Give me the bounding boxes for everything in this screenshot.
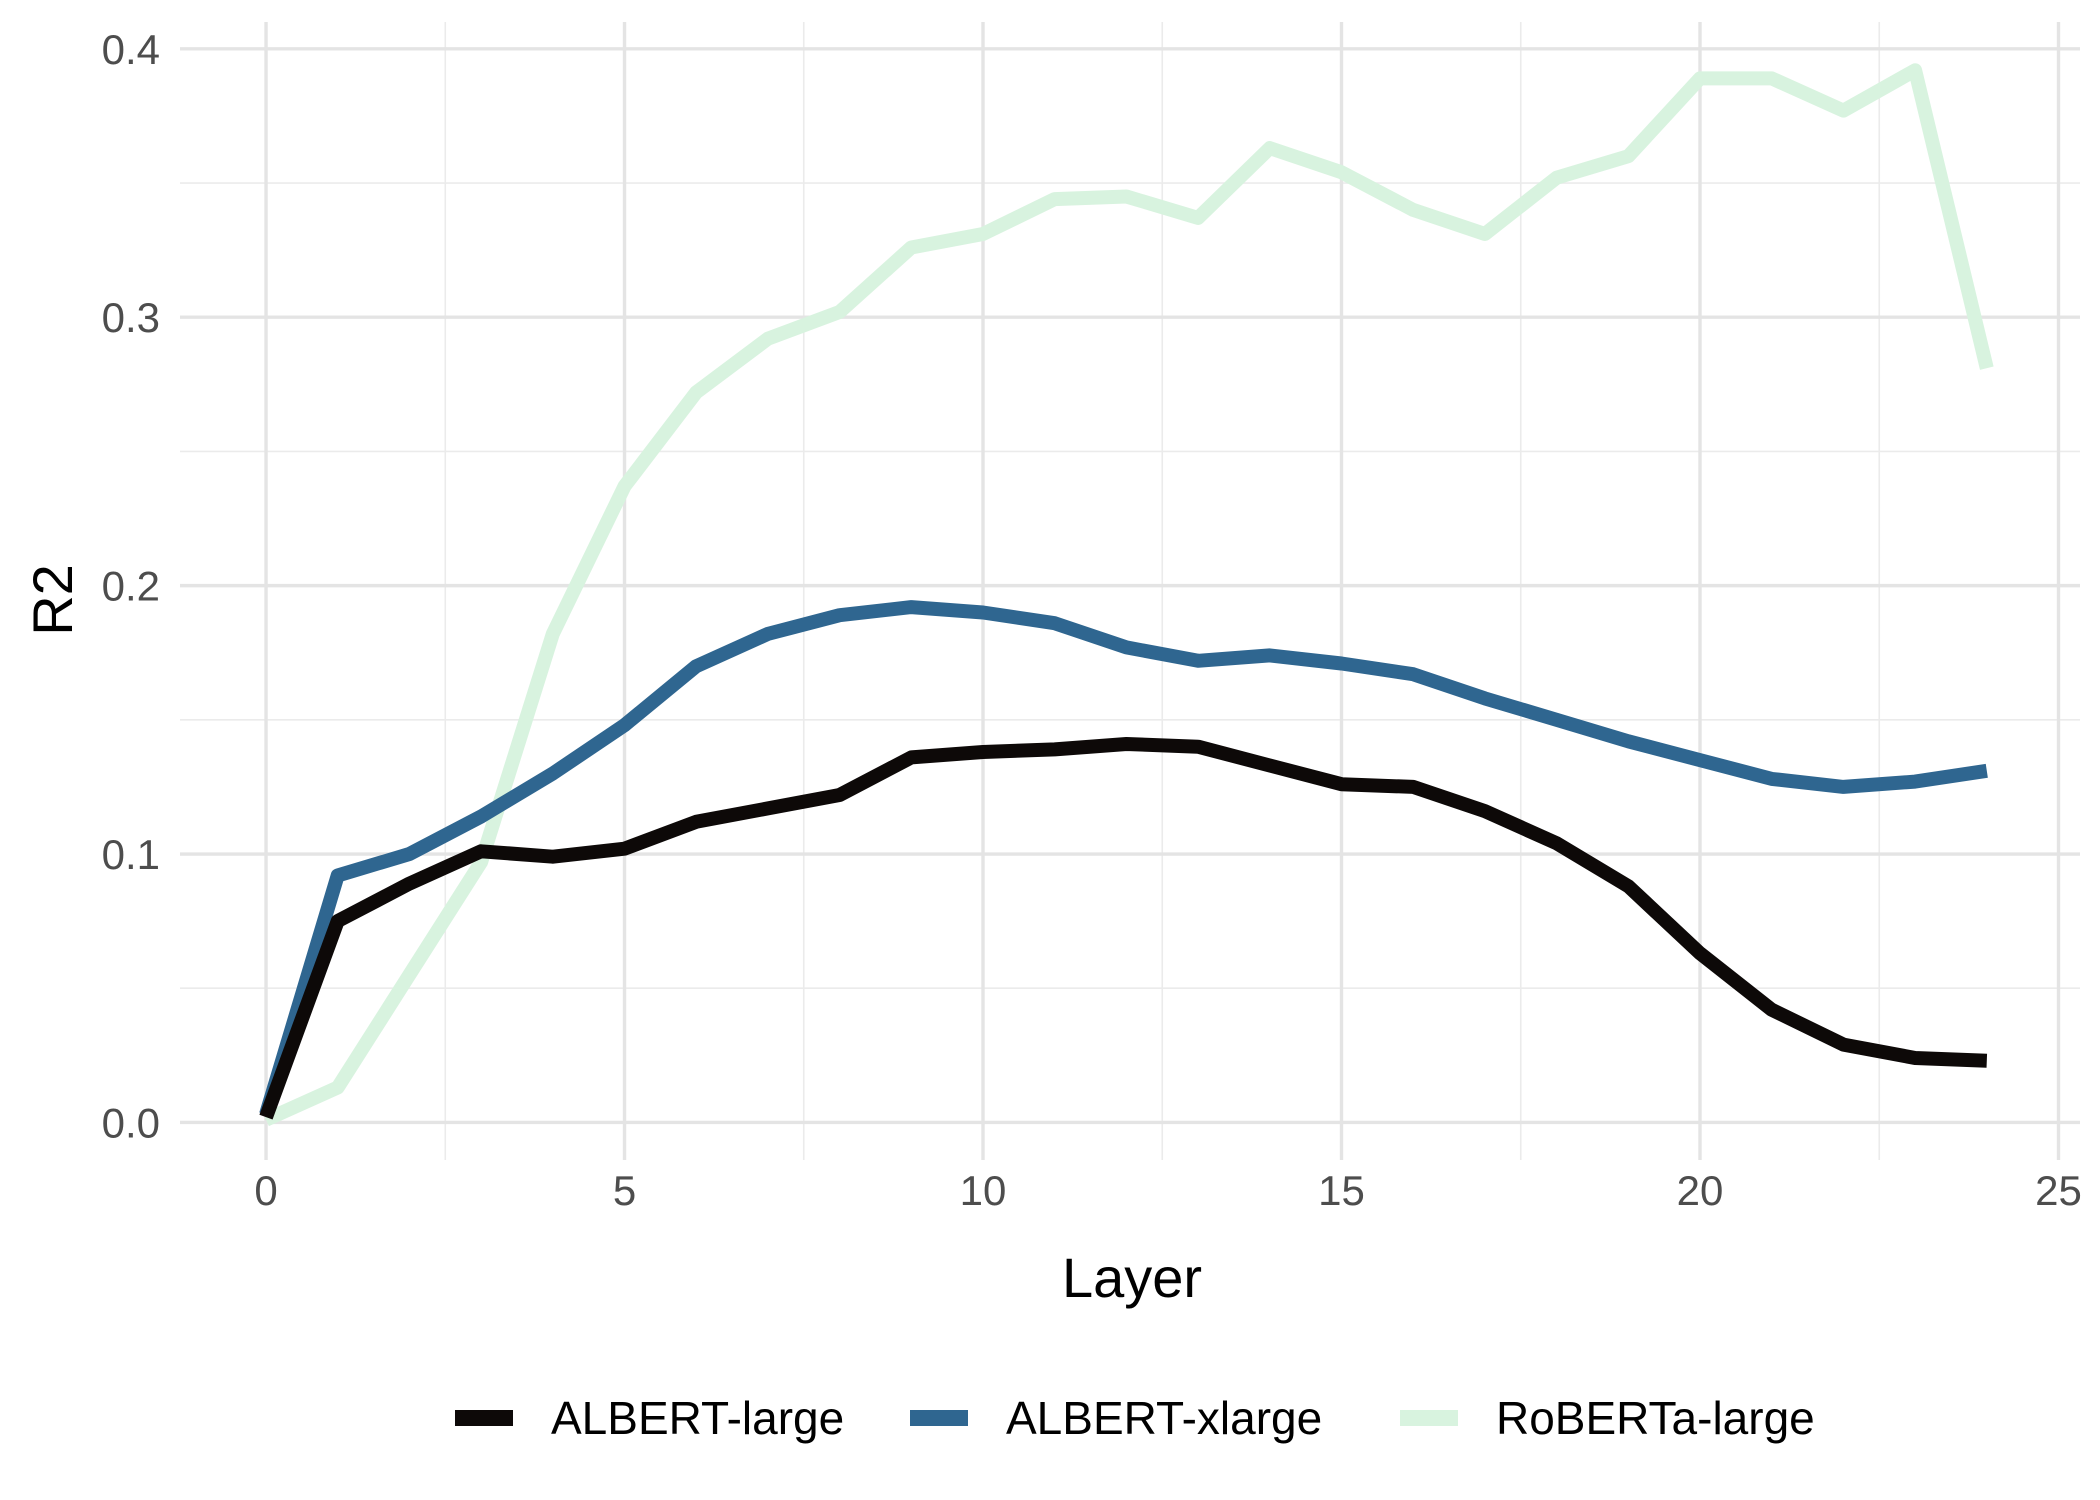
y-tick-label: 0.1: [102, 831, 160, 878]
series-line-albert-xlarge: [259, 600, 1988, 1117]
series-line-albert-large: [259, 737, 1988, 1120]
legend-label-roberta-large: RoBERTa-large: [1496, 1392, 1815, 1444]
y-tick-label: 0.0: [102, 1099, 160, 1146]
x-tick-label: 25: [2035, 1167, 2082, 1214]
series-line-roberta-large: [263, 63, 1994, 1127]
y-axis-tick-labels: 0.0 0.1 0.2 0.3 0.4: [102, 26, 160, 1147]
major-gridlines: [180, 22, 2080, 1160]
series-lines: [259, 63, 1994, 1127]
y-axis-title: R2: [21, 564, 84, 636]
x-tick-label: 20: [1677, 1167, 1724, 1214]
x-axis-tick-labels: 0 5 10 15 20 25: [254, 1167, 2081, 1214]
x-tick-label: 15: [1318, 1167, 1365, 1214]
y-tick-label: 0.3: [102, 294, 160, 341]
x-tick-label: 5: [613, 1167, 636, 1214]
legend-label-albert-xlarge: ALBERT-xlarge: [1006, 1392, 1322, 1444]
legend-label-albert-large: ALBERT-large: [551, 1392, 844, 1444]
x-tick-label: 0: [254, 1167, 277, 1214]
legend: ALBERT-large ALBERT-xlarge RoBERTa-large: [455, 1392, 1815, 1444]
x-axis-title: Layer: [1062, 1246, 1202, 1309]
y-tick-label: 0.2: [102, 563, 160, 610]
y-tick-label: 0.4: [102, 26, 160, 73]
x-tick-label: 10: [960, 1167, 1007, 1214]
